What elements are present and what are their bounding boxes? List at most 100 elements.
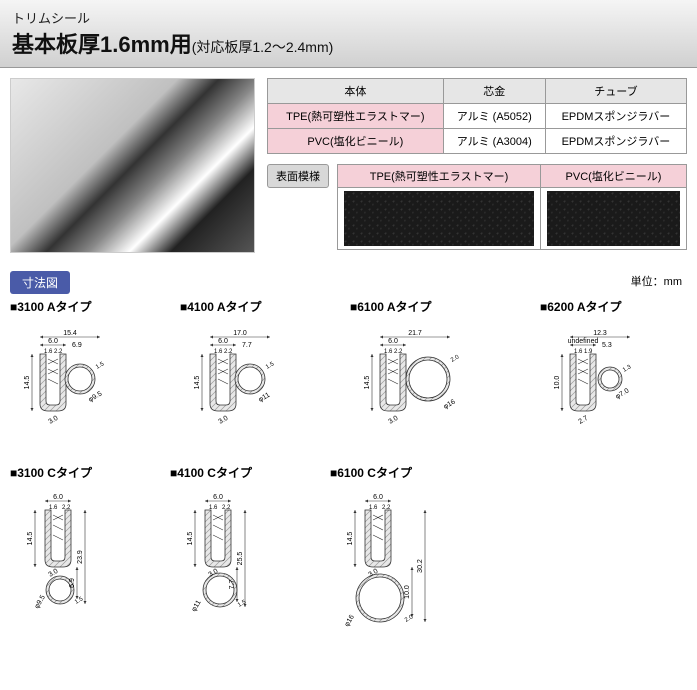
svg-text:φ9.5: φ9.5 [88, 390, 104, 403]
svg-text:10.0: 10.0 [554, 376, 561, 390]
cell-core: アルミ (A3004) [443, 129, 545, 154]
diagram-row-a: ■3100 Aタイプ 15.4 6.0 6.9 14.5 [10, 298, 687, 444]
cross-section-diagram: 6.0 1.6 2.2 14.5 25.5 7.7 3.0 φ11 1.5 [170, 485, 300, 635]
spec-area: 本体 芯金 チューブ TPE(熱可塑性エラストマー) アルミ (A5052) E… [267, 78, 687, 253]
svg-text:3.0: 3.0 [388, 415, 400, 426]
diagram-cell: ■6200 Aタイプ 12.3 undefined 5.3 [540, 298, 680, 444]
svg-text:7.7: 7.7 [229, 580, 236, 590]
pattern-label: 表面模様 [267, 164, 329, 188]
svg-text:6.0: 6.0 [53, 494, 63, 501]
svg-text:1.9: 1.9 [584, 349, 593, 355]
svg-text:2.2: 2.2 [224, 349, 233, 355]
header-tube: チューブ [545, 79, 686, 104]
svg-text:2.2: 2.2 [62, 505, 71, 511]
table-row: TPE(熱可塑性エラストマー) アルミ (A5052) EPDMスポンジラバー [268, 104, 687, 129]
svg-text:undefined: undefined [568, 338, 599, 345]
svg-text:10.0: 10.0 [404, 585, 411, 599]
svg-text:2.2: 2.2 [394, 349, 403, 355]
diagram-cell: ■3100 Cタイプ 6.0 1.6 2.2 14.5 23 [10, 464, 140, 660]
diagram-title: ■6200 Aタイプ [540, 298, 680, 315]
svg-text:1.6: 1.6 [209, 505, 218, 511]
svg-text:3.0: 3.0 [218, 415, 230, 426]
svg-text:2.0: 2.0 [450, 354, 461, 364]
dimensions-header: 寸法図 単位：mm [0, 263, 697, 298]
svg-text:1.6: 1.6 [574, 349, 583, 355]
cross-section-diagram: 12.3 undefined 5.3 10.0 1.6 1.9 2.7 φ7.0… [540, 319, 680, 439]
diagram-title: ■4100 Aタイプ [180, 298, 320, 315]
title: 基本板厚1.6mm用(対応板厚1.2〜2.4mm) [12, 27, 685, 59]
svg-text:2.2: 2.2 [54, 349, 63, 355]
svg-text:1.5: 1.5 [237, 599, 248, 609]
svg-text:6.0: 6.0 [48, 338, 58, 345]
header-body: 本体 [268, 79, 444, 104]
svg-text:23.9: 23.9 [77, 550, 84, 564]
diagram-row-c: ■3100 Cタイプ 6.0 1.6 2.2 14.5 23 [10, 464, 687, 660]
texture-pvc [541, 188, 687, 250]
diagram-title: ■4100 Cタイプ [170, 464, 300, 481]
svg-text:14.5: 14.5 [364, 376, 371, 390]
svg-text:φ16: φ16 [344, 614, 356, 628]
svg-text:6.0: 6.0 [213, 494, 223, 501]
svg-text:14.5: 14.5 [194, 376, 201, 390]
cross-section-diagram: 15.4 6.0 6.9 14.5 1.6 2.2 3.0 φ9.5 1.5 [10, 319, 150, 439]
svg-text:30.2: 30.2 [417, 559, 424, 573]
title-main: 基本板厚1.6mm用 [12, 32, 192, 57]
pattern-header-pvc: PVC(塩化ビニール) [541, 165, 687, 188]
svg-text:7.7: 7.7 [242, 342, 252, 349]
diagram-cell: ■6100 Aタイプ 21.7 6.0 14.5 [350, 298, 510, 444]
cell-tube: EPDMスポンジラバー [545, 129, 686, 154]
svg-text:1.5: 1.5 [265, 361, 276, 371]
svg-text:2.0: 2.0 [404, 614, 415, 624]
diagram-cell: ■3100 Aタイプ 15.4 6.0 6.9 14.5 [10, 298, 150, 444]
table-row [338, 188, 687, 250]
header-core: 芯金 [443, 79, 545, 104]
diagram-title: ■6100 Aタイプ [350, 298, 510, 315]
pattern-table: TPE(熱可塑性エラストマー) PVC(塩化ビニール) [337, 164, 687, 250]
svg-text:φ11: φ11 [191, 599, 203, 613]
svg-text:1.6: 1.6 [369, 505, 378, 511]
cell-body: TPE(熱可塑性エラストマー) [268, 104, 444, 129]
svg-text:14.5: 14.5 [27, 532, 34, 546]
product-photo [10, 78, 255, 253]
svg-text:1.6: 1.6 [49, 505, 58, 511]
svg-text:17.0: 17.0 [233, 330, 247, 337]
pattern-header-tpe: TPE(熱可塑性エラストマー) [338, 165, 541, 188]
cross-section-diagram: 6.0 1.6 2.2 14.5 23.9 6.9 3.0 φ9.5 1.5 [10, 485, 140, 635]
table-row: TPE(熱可塑性エラストマー) PVC(塩化ビニール) [338, 165, 687, 188]
svg-text:12.3: 12.3 [593, 330, 607, 337]
cross-section-diagram: 6.0 1.6 2.2 14.5 30.2 10.0 3.0 φ16 2.0 [330, 485, 490, 655]
svg-text:1.5: 1.5 [95, 361, 106, 371]
texture-sample [344, 191, 534, 246]
diagram-cell: ■6100 Cタイプ 6.0 1.6 2.2 14.5 30 [330, 464, 490, 660]
svg-text:1.6: 1.6 [384, 349, 393, 355]
svg-text:6.9: 6.9 [72, 342, 82, 349]
svg-text:6.9: 6.9 [69, 578, 76, 588]
svg-text:φ11: φ11 [258, 392, 272, 404]
svg-text:2.2: 2.2 [222, 505, 231, 511]
svg-text:15.4: 15.4 [63, 330, 77, 337]
title-suffix: (対応板厚1.2〜2.4mm) [192, 39, 334, 55]
diagram-cell: ■4100 Aタイプ 17.0 6.0 7.7 14.5 [180, 298, 320, 444]
svg-text:1.6: 1.6 [214, 349, 223, 355]
svg-text:6.0: 6.0 [388, 338, 398, 345]
svg-text:6.0: 6.0 [218, 338, 228, 345]
texture-sample [547, 191, 680, 246]
svg-text:5.3: 5.3 [602, 342, 612, 349]
unit-label: 単位：mm [631, 273, 682, 289]
svg-text:25.5: 25.5 [237, 552, 244, 566]
svg-text:φ9.5: φ9.5 [34, 594, 47, 610]
top-section: 本体 芯金 チューブ TPE(熱可塑性エラストマー) アルミ (A5052) E… [0, 68, 697, 263]
svg-text:φ7.0: φ7.0 [615, 387, 631, 400]
svg-text:21.7: 21.7 [408, 330, 422, 337]
spec-table: 本体 芯金 チューブ TPE(熱可塑性エラストマー) アルミ (A5052) E… [267, 78, 687, 154]
pattern-row: 表面模様 TPE(熱可塑性エラストマー) PVC(塩化ビニール) [267, 164, 687, 250]
cell-tube: EPDMスポンジラバー [545, 104, 686, 129]
subtitle: トリムシール [12, 8, 685, 27]
section-label: 寸法図 [10, 271, 70, 294]
cross-section-diagram: 21.7 6.0 14.5 1.6 2.2 3.0 φ16 2.0 [350, 319, 510, 439]
diagram-title: ■3100 Aタイプ [10, 298, 150, 315]
svg-text:14.5: 14.5 [24, 376, 31, 390]
diagram-title: ■3100 Cタイプ [10, 464, 140, 481]
svg-text:1.3: 1.3 [622, 364, 633, 374]
svg-text:1.5: 1.5 [74, 596, 85, 606]
